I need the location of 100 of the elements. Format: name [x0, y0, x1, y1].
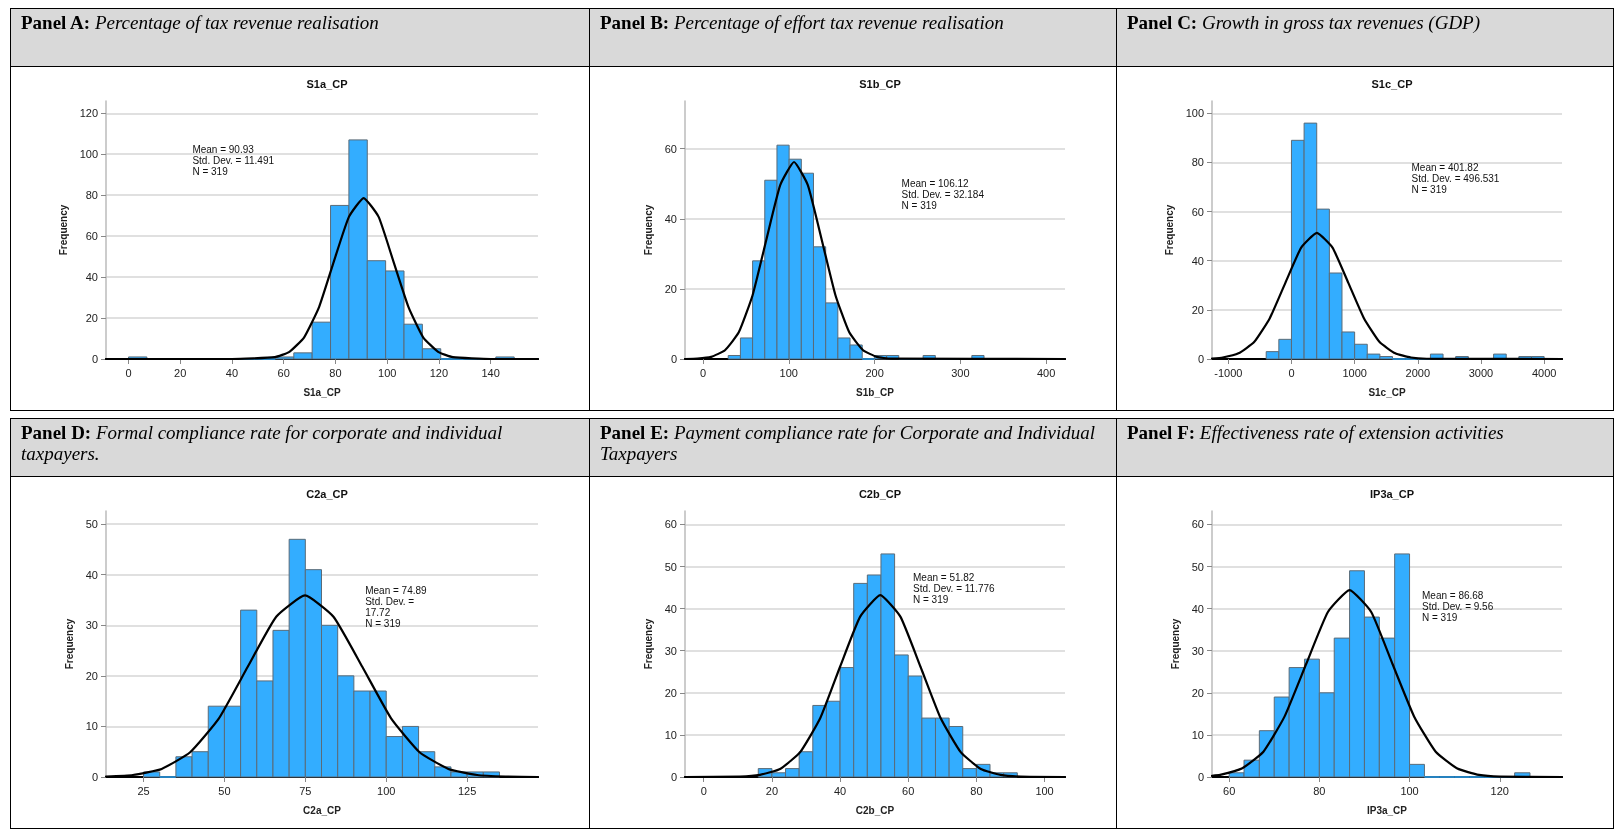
y-tick-label: 40 — [1191, 602, 1204, 615]
x-tick-label: 0 — [699, 366, 707, 379]
x-tick-label: 2000 — [1405, 366, 1431, 379]
y-tick-label: 20 — [664, 686, 677, 699]
x-tick-label: 80 — [329, 366, 342, 379]
x-tick-label: 60 — [1223, 784, 1236, 797]
x-tick-label: 100 — [1400, 784, 1419, 797]
x-axis-title: IP3a_CP — [1366, 804, 1408, 816]
x-tick-label: 40 — [833, 784, 847, 797]
x-tick-label: 1000 — [1342, 366, 1367, 379]
y-tick-label: 40 — [1191, 254, 1204, 267]
y-tick-label: 50 — [664, 560, 677, 573]
annotation: N = 319 — [913, 593, 949, 605]
x-tick-label: 125 — [457, 784, 477, 797]
y-tick-label: 10 — [1191, 728, 1204, 741]
y-axis-title: Frequency — [1164, 204, 1176, 256]
chart-title: Panel B: Percentage of effort tax revenue realisation — [600, 12, 1004, 33]
x-tick-label: 100 — [378, 366, 397, 379]
y-tick-label: 40 — [85, 568, 98, 581]
annotation: Mean = 106.12 — [901, 177, 970, 189]
y-tick-label: 60 — [1191, 205, 1204, 218]
annotation: N = 319 — [365, 617, 401, 629]
annotation: Std. Dev. = 9.56 — [1422, 601, 1494, 613]
y-tick-label: 0 — [91, 353, 98, 365]
annotation: Std. Dev. = 11.776 — [913, 582, 996, 594]
x-axis-title: C2b_CP — [855, 804, 895, 816]
y-tick-label: 120 — [79, 107, 98, 120]
x-tick-label: 4000 — [1531, 366, 1557, 379]
y-tick-label: 60 — [1191, 518, 1204, 531]
x-axis-title: S1c_CP — [1368, 386, 1406, 398]
annotation: Std. Dev. = 496.531 — [1411, 173, 1500, 185]
y-tick-label: 30 — [85, 619, 98, 632]
y-tick-label: 0 — [670, 353, 677, 365]
x-tick-label: 0 — [125, 366, 132, 379]
x-tick-label: 300 — [951, 366, 970, 379]
y-tick-label: 60 — [85, 230, 98, 243]
y-tick-label: 60 — [664, 518, 677, 531]
y-axis-title: Frequency — [58, 204, 70, 256]
chart-subtitle: C2a_CP — [306, 487, 348, 500]
chart-title: Panel A: Percentage of tax revenue realisation — [21, 12, 379, 33]
y-tick-label: 40 — [664, 602, 677, 615]
annotation: N = 319 — [901, 199, 938, 211]
annotation: N = 319 — [1411, 184, 1448, 196]
x-axis-title: C2a_CP — [303, 804, 342, 816]
y-tick-label: 20 — [85, 669, 98, 682]
x-tick-label: 80 — [1313, 784, 1326, 797]
x-tick-label: 25 — [137, 784, 150, 797]
y-tick-label: 80 — [85, 189, 98, 202]
chart-subtitle: S1b_CP — [859, 77, 901, 90]
x-tick-label: 75 — [299, 784, 312, 797]
y-tick-label: 0 — [670, 771, 677, 783]
y-axis-title: Frequency — [63, 618, 75, 670]
y-axis-title: Frequency — [642, 204, 654, 256]
y-tick-label: 60 — [664, 142, 677, 155]
chart-title: Panel C: Growth in gross tax revenues (GDP) — [1127, 12, 1481, 33]
y-tick-label: 20 — [85, 312, 98, 325]
y-tick-label: 20 — [664, 282, 677, 295]
y-tick-label: 0 — [91, 771, 98, 783]
chart-title: Panel E: Payment compliance rate for Corporate and Individual Taxpayers — [600, 422, 1095, 464]
y-axis-title: Frequency — [1169, 618, 1181, 670]
y-tick-label: 40 — [664, 212, 677, 225]
y-tick-label: 50 — [1191, 560, 1204, 573]
annotation: 17.72 — [365, 606, 391, 618]
annotation: Std. Dev. = — [365, 595, 415, 607]
x-tick-label: 100 — [377, 784, 396, 797]
x-axis-title: S1a_CP — [303, 386, 341, 398]
x-tick-label: 200 — [865, 366, 884, 379]
y-tick-label: 10 — [85, 720, 98, 733]
y-axis-title: Frequency — [642, 618, 654, 670]
annotation: Std. Dev. = 11.491 — [192, 155, 275, 167]
x-tick-label: 40 — [225, 366, 239, 379]
x-tick-label: 120 — [429, 366, 449, 379]
y-tick-label: 30 — [1191, 644, 1204, 657]
annotation: Mean = 90.93 — [192, 144, 255, 156]
chart-subtitle: S1a_CP — [306, 77, 348, 90]
x-tick-label: 80 — [970, 784, 983, 797]
y-tick-label: 20 — [1191, 686, 1204, 699]
x-tick-label: 20 — [765, 784, 779, 797]
chart-subtitle: C2b_CP — [858, 487, 902, 500]
x-tick-label: 50 — [218, 784, 231, 797]
y-tick-label: 50 — [85, 518, 98, 531]
x-tick-label: -1000 — [1214, 366, 1243, 379]
chart-subtitle: IP3a_CP — [1369, 487, 1415, 500]
y-tick-label: 30 — [664, 644, 677, 657]
annotation: Mean = 86.68 — [1422, 590, 1484, 602]
x-tick-label: 0 — [700, 784, 707, 797]
y-tick-label: 80 — [1191, 156, 1204, 169]
x-tick-label: 120 — [1490, 784, 1509, 797]
chart-title: Panel D: Formal compliance rate for corporate and individual taxpayers. — [21, 422, 503, 464]
x-tick-label: 0 — [1288, 366, 1295, 379]
x-axis-title: S1b_CP — [856, 386, 895, 398]
annotation: Std. Dev. = 32.184 — [901, 188, 985, 200]
x-tick-label: 140 — [481, 366, 500, 379]
x-tick-label: 400 — [1036, 366, 1056, 379]
y-tick-label: 0 — [1197, 771, 1204, 783]
x-tick-label: 60 — [902, 784, 915, 797]
chart-subtitle: S1c_CP — [1371, 77, 1413, 90]
annotation: Mean = 401.82 — [1411, 162, 1479, 174]
annotation: Mean = 51.82 — [913, 571, 975, 583]
y-tick-label: 40 — [85, 271, 98, 284]
